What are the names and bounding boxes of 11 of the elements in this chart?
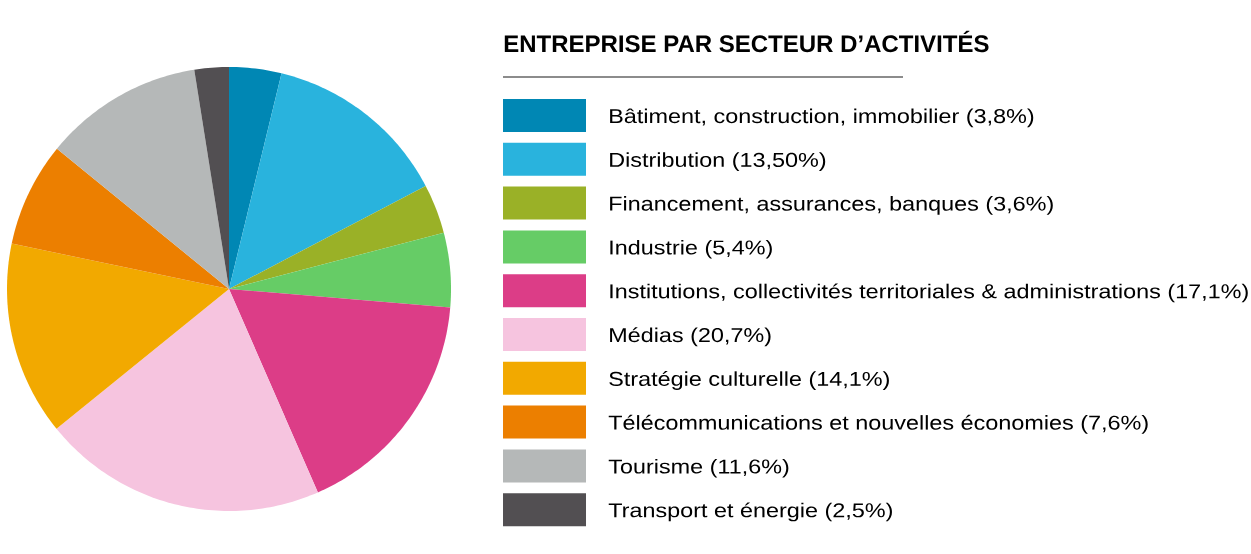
legend-label: Bâtiment, construction, immobilier (3,8%) (610, 108, 1034, 128)
legend-label: Télécommunications et nouvelles économies (7,6%) (608, 414, 1148, 434)
legend-label: Transport et énergie (2,5%) (608, 502, 892, 522)
legend-label: Institutions, collectivités territoriales & administrations (17,1%) (610, 283, 1248, 303)
legend-label: Tourisme (11,6%) (608, 458, 789, 478)
legend-label: Financement, assurances, banques (3,6%) (610, 196, 1053, 215)
chart-title: ENTREPRISE PAR SECTEUR D’ACTIVITÉS (504, 30, 989, 53)
legend-label: Distribution (13,50%) (610, 152, 826, 171)
legend-label: Stratégie culturelle (14,1%) (609, 371, 889, 390)
legend-label: Médias (20,7%) (610, 327, 771, 347)
legend-label: Industrie (5,4%) (610, 239, 772, 259)
